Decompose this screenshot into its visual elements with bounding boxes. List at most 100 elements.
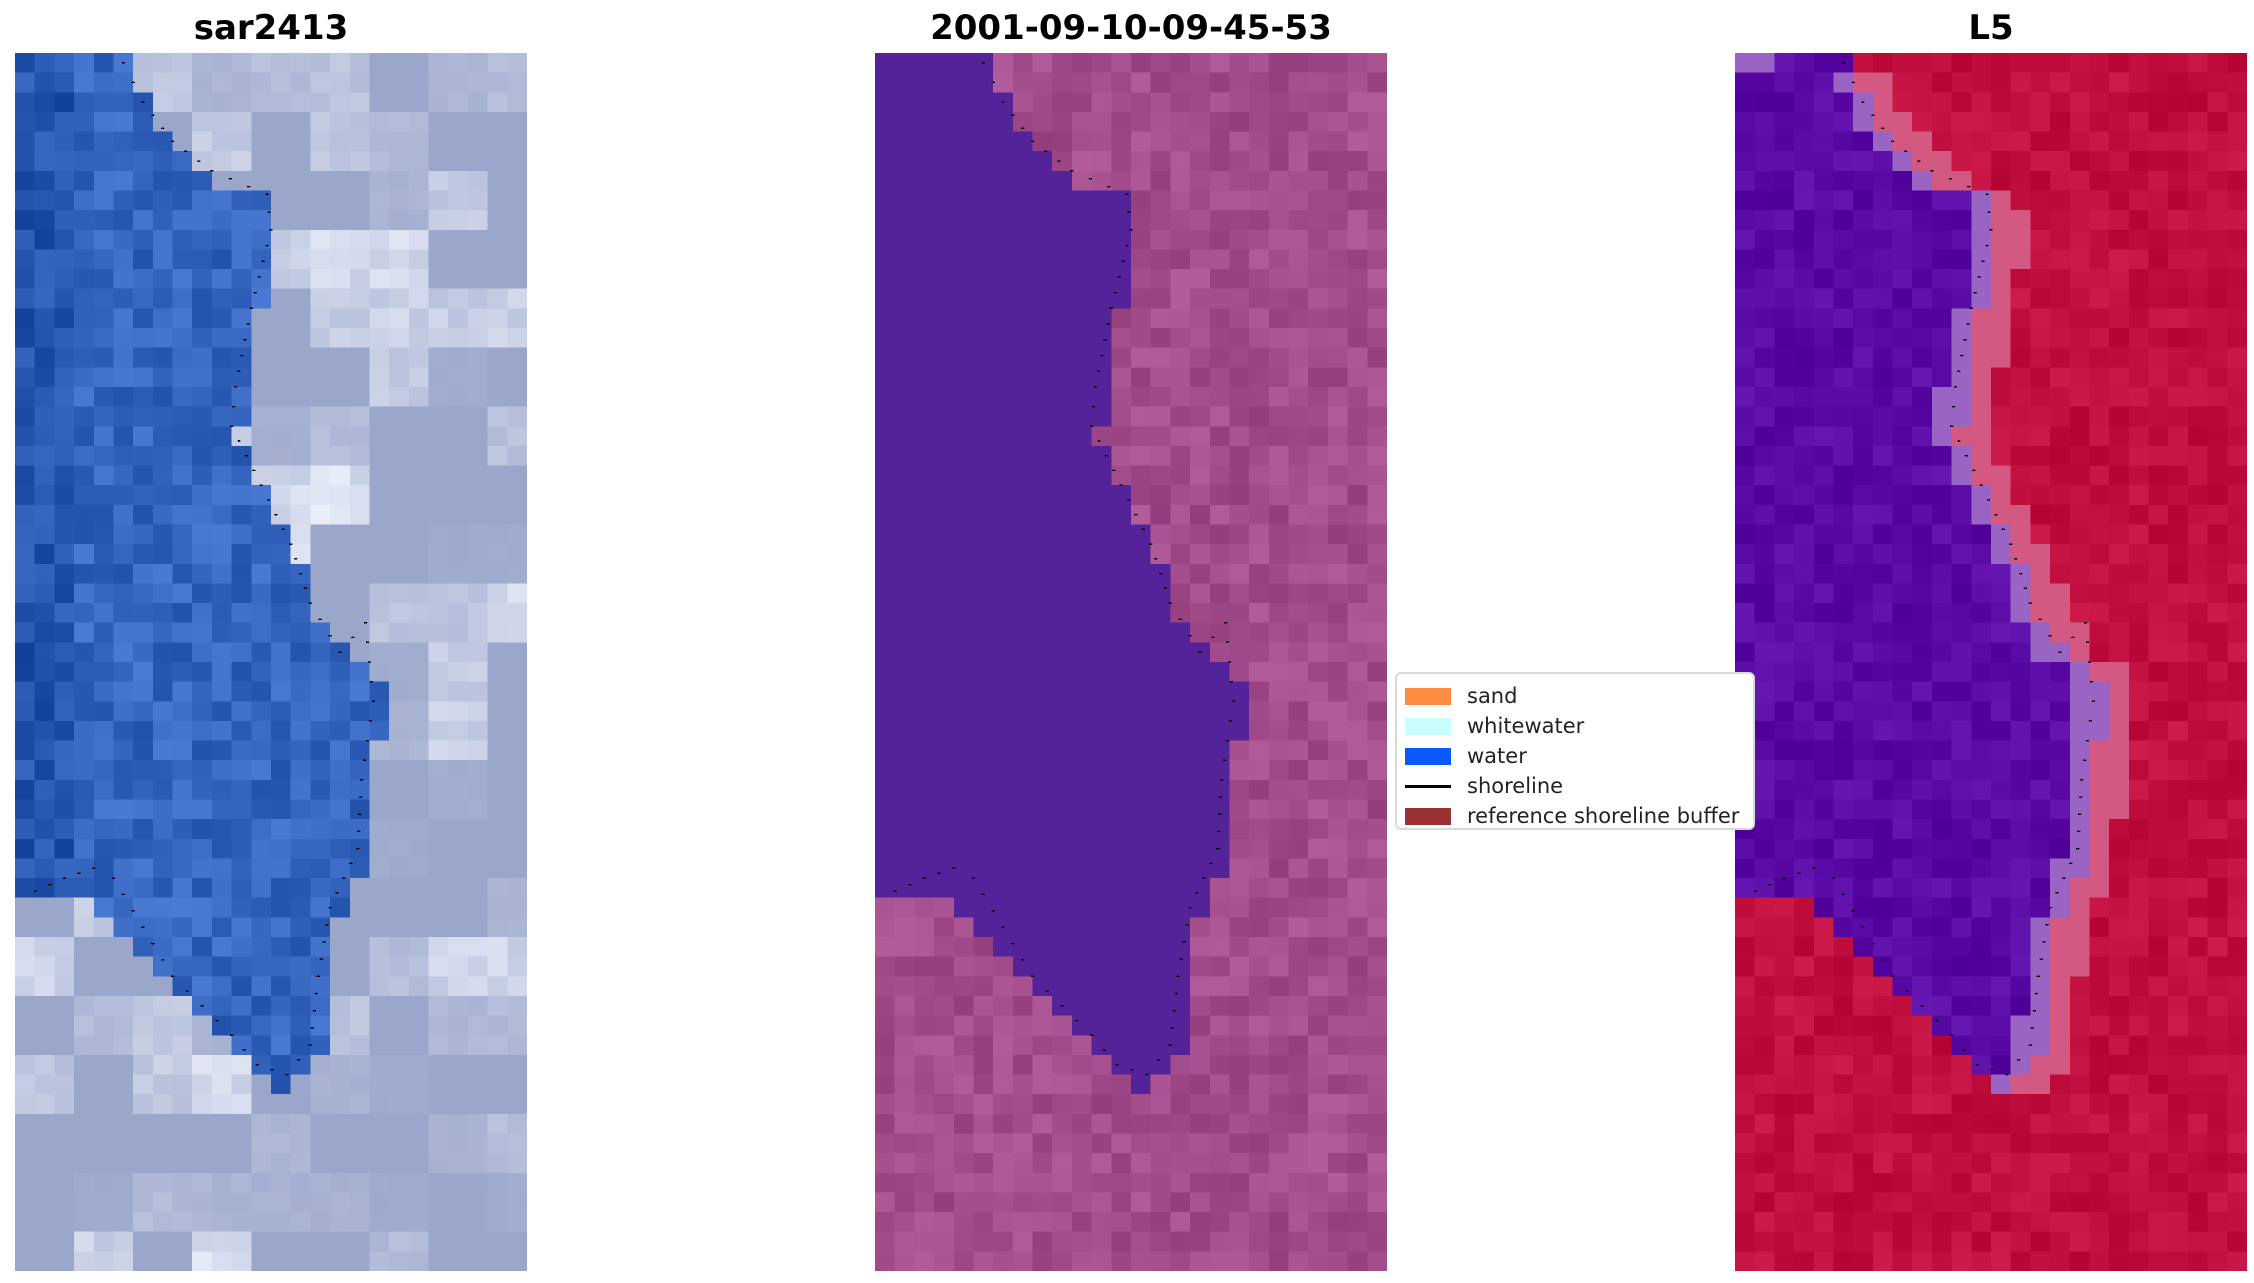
raster-pixel xyxy=(953,917,974,938)
raster-pixel xyxy=(1131,328,1152,349)
shoreline-point xyxy=(244,454,249,457)
raster-pixel xyxy=(251,386,272,408)
raster-pixel xyxy=(93,1054,114,1075)
raster-pixel xyxy=(1833,583,1854,604)
raster-pixel xyxy=(330,760,351,781)
raster-pixel xyxy=(2168,1192,2189,1213)
raster-pixel xyxy=(1951,544,1972,565)
raster-pixel xyxy=(1071,367,1093,388)
raster-pixel xyxy=(1327,583,1349,604)
raster-pixel xyxy=(1150,92,1171,113)
raster-pixel xyxy=(1813,799,1834,820)
raster-pixel xyxy=(1111,878,1132,899)
raster-pixel xyxy=(894,465,915,486)
raster-pixel xyxy=(172,858,193,879)
raster-pixel xyxy=(1170,92,1191,113)
raster-pixel xyxy=(113,1054,134,1075)
raster-pixel xyxy=(1327,681,1349,702)
raster-pixel xyxy=(1071,406,1093,427)
raster-pixel xyxy=(1249,170,1270,191)
raster-pixel xyxy=(934,1035,955,1056)
raster-pixel xyxy=(973,760,994,781)
raster-pixel xyxy=(448,662,469,683)
raster-pixel xyxy=(1249,917,1270,938)
raster-pixel xyxy=(1794,426,1815,447)
raster-pixel xyxy=(1813,504,1834,525)
raster-pixel xyxy=(369,1015,390,1036)
raster-pixel xyxy=(428,328,449,349)
raster-pixel xyxy=(74,681,95,702)
raster-pixel xyxy=(1131,53,1152,74)
raster-pixel xyxy=(914,1153,935,1174)
raster-pixel xyxy=(1170,1074,1191,1095)
raster-pixel xyxy=(2128,347,2149,368)
raster-pixel xyxy=(2050,426,2071,447)
raster-pixel xyxy=(428,937,449,958)
raster-pixel xyxy=(152,662,173,683)
raster-pixel xyxy=(54,1212,75,1233)
raster-pixel xyxy=(15,1212,36,1233)
raster-pixel xyxy=(1347,1192,1368,1213)
raster-pixel xyxy=(172,485,193,506)
raster-pixel xyxy=(1288,1074,1309,1095)
raster-pixel xyxy=(2227,249,2247,270)
raster-pixel xyxy=(1190,229,1211,250)
raster-pixel xyxy=(993,1192,1014,1213)
raster-pixel xyxy=(1071,131,1093,152)
raster-pixel xyxy=(133,465,154,486)
raster-pixel xyxy=(1931,1133,1953,1154)
raster-pixel xyxy=(15,681,36,702)
raster-pixel xyxy=(310,308,331,329)
raster-pixel xyxy=(172,917,193,938)
raster-pixel xyxy=(389,426,410,447)
raster-pixel xyxy=(1308,1133,1329,1154)
raster-pixel xyxy=(2010,1094,2031,1115)
raster-pixel xyxy=(1131,1054,1152,1075)
raster-pixel xyxy=(1774,995,1795,1017)
raster-pixel xyxy=(133,1212,154,1233)
raster-pixel xyxy=(93,701,114,722)
raster-pixel xyxy=(152,1212,173,1233)
raster-pixel xyxy=(428,111,449,132)
raster-pixel xyxy=(2069,347,2090,368)
raster-pixel xyxy=(54,92,75,113)
raster-pixel xyxy=(2030,386,2051,408)
raster-pixel xyxy=(1249,720,1270,741)
raster-pixel xyxy=(1813,563,1834,584)
raster-pixel xyxy=(1853,445,1874,466)
raster-pixel xyxy=(1150,544,1171,565)
raster-pixel xyxy=(2207,544,2228,565)
raster-pixel xyxy=(1754,917,1775,938)
raster-pixel xyxy=(408,544,429,565)
raster-pixel xyxy=(875,92,896,113)
shoreline-point xyxy=(308,1044,313,1046)
raster-pixel xyxy=(172,1212,193,1233)
raster-pixel xyxy=(1347,878,1368,899)
raster-pixel xyxy=(894,269,915,290)
raster-pixel xyxy=(2030,917,2051,938)
raster-pixel xyxy=(2227,465,2247,486)
raster-pixel xyxy=(34,701,55,722)
raster-pixel xyxy=(428,229,449,250)
raster-pixel xyxy=(2109,229,2130,250)
raster-pixel xyxy=(1091,976,1112,997)
raster-pixel xyxy=(993,53,1014,74)
raster-pixel xyxy=(2089,53,2110,74)
raster-pixel xyxy=(1091,151,1112,172)
raster-pixel xyxy=(1951,406,1972,427)
raster-pixel xyxy=(914,92,935,113)
raster-pixel xyxy=(2187,976,2209,997)
raster-pixel xyxy=(1150,956,1171,977)
raster-pixel xyxy=(1150,288,1171,309)
raster-pixel xyxy=(1991,131,2012,152)
raster-pixel xyxy=(487,445,508,466)
raster-pixel xyxy=(310,976,331,997)
raster-pixel xyxy=(934,1015,955,1036)
raster-pixel xyxy=(1833,819,1854,840)
raster-pixel xyxy=(914,406,935,427)
raster-pixel xyxy=(914,426,935,447)
raster-pixel xyxy=(507,976,527,997)
raster-pixel xyxy=(875,386,896,408)
raster-pixel xyxy=(1931,229,1953,250)
raster-pixel xyxy=(1190,426,1211,447)
